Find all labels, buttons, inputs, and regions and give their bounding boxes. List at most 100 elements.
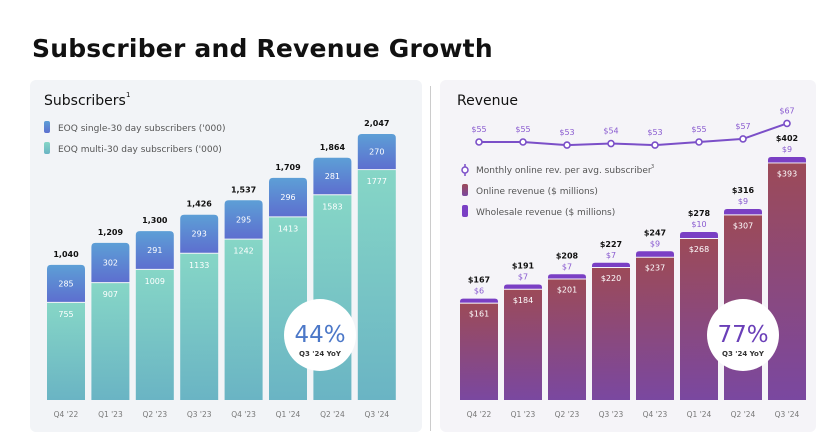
x-tick-label: Q2 '23 <box>142 410 167 419</box>
bar-wholesale-label: $7 <box>562 262 572 271</box>
bar-wholesale <box>724 208 762 215</box>
line-point-label: $53 <box>647 128 662 137</box>
subscribers-title: Subscribers <box>44 93 126 109</box>
x-tick-label: Q2 '23 <box>555 410 580 419</box>
bar-multi-label: 1242 <box>233 247 253 256</box>
legend-swatch-single <box>44 121 50 133</box>
bar-wholesale <box>592 262 630 268</box>
bar-single-label: 293 <box>192 230 207 239</box>
line-point <box>563 141 571 149</box>
bar-wholesale-label: $10 <box>691 220 706 229</box>
bar-wholesale-label: $7 <box>518 273 528 282</box>
line-point <box>607 139 615 148</box>
revenue-title: Revenue <box>457 93 518 109</box>
bar-wholesale <box>636 251 674 257</box>
bar-single <box>357 134 396 170</box>
bar-multi <box>180 253 219 400</box>
bar-total-label: 1,040 <box>53 250 79 259</box>
bar-online <box>504 289 542 400</box>
bar-single <box>180 214 219 253</box>
line-point <box>475 138 483 146</box>
legend-line-marker <box>461 166 469 174</box>
bar-wholesale-label: $9 <box>782 145 792 154</box>
x-tick-label: Q3 '24 <box>775 410 800 419</box>
bar-multi <box>357 170 396 400</box>
line-point <box>651 141 659 149</box>
legend-label-line: Monthly online rev. per avg. subscriber <box>476 166 652 176</box>
bar-total-label: 1,209 <box>98 228 124 237</box>
bar-single <box>224 200 263 239</box>
bar-total-label: 1,426 <box>187 200 213 209</box>
bar-online-label: $393 <box>777 169 797 178</box>
bar-multi-label: 1413 <box>278 224 298 233</box>
page-title: Subscriber and Revenue Growth <box>32 34 493 63</box>
bar-online-label: $201 <box>557 286 577 295</box>
callout-label: Q3 '24 YoY <box>299 350 342 358</box>
bar-online <box>636 257 674 400</box>
bar-single-label: 295 <box>236 215 251 224</box>
legend-label-wholesale: Wholesale revenue ($ millions) <box>476 208 615 218</box>
callout-value: 44% <box>294 322 345 348</box>
bar-online-label: $161 <box>469 310 489 319</box>
bar-multi-label: 1583 <box>322 202 342 211</box>
bar-total-label: $278 <box>688 209 711 218</box>
x-tick-label: Q2 '24 <box>320 410 345 419</box>
bar-multi-label: 1777 <box>367 177 387 186</box>
legend-swatch-online <box>462 184 468 196</box>
bar-single-label: 296 <box>280 193 295 202</box>
bar-online-label: $268 <box>689 245 709 254</box>
bar-multi-label: 1133 <box>189 261 209 270</box>
bar-single-label: 285 <box>58 279 73 288</box>
bar-total-label: $208 <box>556 251 579 260</box>
legend-line-superscript: 3 <box>651 164 654 170</box>
bar-wholesale <box>680 231 718 238</box>
line-point-label: $53 <box>559 128 574 137</box>
subscribers-superscript: 1 <box>126 91 130 99</box>
bar-multi <box>224 239 263 400</box>
bar-total-label: $167 <box>468 276 490 285</box>
bar-online <box>460 303 498 400</box>
bar-single <box>47 264 85 302</box>
bar-total-label: $402 <box>776 134 798 143</box>
bar-online-label: $237 <box>645 264 665 273</box>
bar-multi-label: 755 <box>58 310 73 319</box>
bar-multi <box>135 269 174 400</box>
bar-total-label: $191 <box>512 262 535 271</box>
bar-total-label: $227 <box>600 240 622 249</box>
line-point-label: $55 <box>471 125 486 134</box>
bar-single-label: 281 <box>325 172 340 181</box>
line-point <box>519 138 527 146</box>
bar-online-label: $220 <box>601 274 621 283</box>
bar-multi-label: 907 <box>103 290 118 299</box>
x-tick-label: Q3 '23 <box>599 410 624 419</box>
bar-total-label: $247 <box>644 228 666 237</box>
bar-multi-label: 1009 <box>145 277 165 286</box>
bar-multi <box>91 283 130 400</box>
legend-swatch-multi <box>44 142 50 154</box>
bar-single <box>313 157 352 195</box>
legend-label-multi: EOQ multi-30 day subscribers ('000) <box>58 145 222 155</box>
callout-value: 77% <box>717 322 768 348</box>
bar-total-label: 1,709 <box>275 163 301 172</box>
legend-label-online: Online revenue ($ millions) <box>476 187 598 197</box>
bar-wholesale-label: $6 <box>474 287 484 296</box>
line-point <box>783 119 791 128</box>
bar-wholesale <box>548 274 586 279</box>
x-tick-label: Q1 '24 <box>687 410 712 419</box>
x-tick-label: Q1 '23 <box>511 410 536 419</box>
x-tick-label: Q4 '22 <box>467 410 492 419</box>
bar-total-label: 2,047 <box>364 119 389 128</box>
bar-total-label: $316 <box>732 186 755 195</box>
bar-single-label: 302 <box>103 259 118 268</box>
line-rev-per-sub <box>479 122 788 147</box>
bar-total-label: 1,864 <box>320 143 346 152</box>
bar-single <box>269 177 307 217</box>
bar-single-label: 270 <box>369 148 384 157</box>
callout-circle <box>284 299 356 371</box>
x-tick-label: Q1 '23 <box>98 410 123 419</box>
x-tick-label: Q4 '23 <box>231 410 256 419</box>
bar-wholesale-label: $9 <box>738 197 748 206</box>
bar-online <box>548 279 586 400</box>
line-point-label: $67 <box>779 106 794 115</box>
